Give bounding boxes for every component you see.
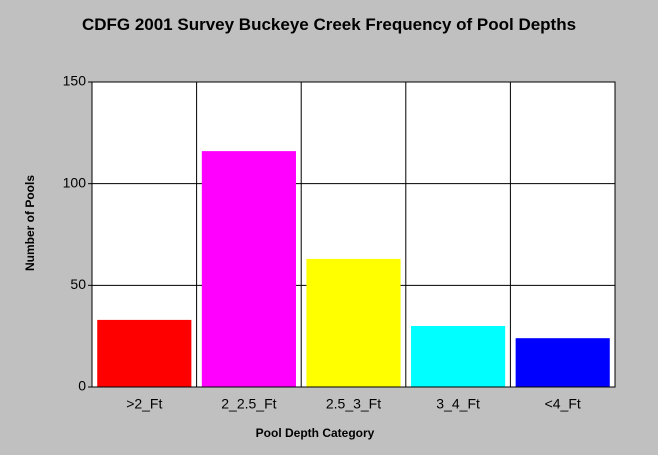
x-tick-label: 2_2.5_Ft xyxy=(221,396,276,412)
bar xyxy=(306,258,401,387)
y-tick-label: 100 xyxy=(63,174,87,190)
x-tick-label: <4_Ft xyxy=(545,396,581,412)
x-tick-label: 3_4_Ft xyxy=(436,396,480,412)
y-tick-label: 0 xyxy=(78,378,86,394)
bar xyxy=(515,338,610,387)
x-tick-label: >2_Ft xyxy=(126,396,162,412)
x-tick-label: 2.5_3_Ft xyxy=(326,396,381,412)
bar xyxy=(411,326,506,387)
chart-title: CDFG 2001 Survey Buckeye Creek Frequency… xyxy=(81,15,577,34)
bar xyxy=(201,151,296,387)
x-axis-title: Pool Depth Category xyxy=(256,426,375,440)
y-axis-title: Number of Pools xyxy=(23,175,37,271)
y-tick-label: 150 xyxy=(63,73,87,89)
y-tick-label: 50 xyxy=(70,276,86,292)
bar xyxy=(97,319,192,387)
plot-border xyxy=(91,81,616,388)
